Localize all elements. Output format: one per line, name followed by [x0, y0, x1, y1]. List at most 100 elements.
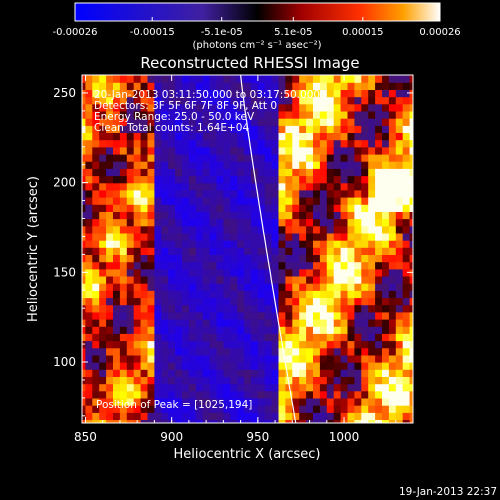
heatmap-cell: [340, 161, 349, 169]
heatmap-cell: [326, 146, 335, 155]
heatmap-cell: [230, 204, 238, 212]
heatmap-cell: [106, 347, 114, 356]
heatmap-cell: [154, 268, 162, 277]
heatmap-cell: [299, 326, 307, 334]
heatmap-cell: [299, 139, 307, 148]
heatmap-cell: [237, 268, 245, 277]
heatmap-cell: [250, 247, 259, 255]
heatmap-cell: [382, 182, 390, 191]
heatmap-cell: [347, 319, 355, 327]
heatmap-cell: [168, 304, 176, 313]
heatmap-cell: [299, 103, 307, 112]
heatmap-cell: [257, 362, 266, 370]
heatmap-cell: [333, 240, 342, 248]
heatmap-cell: [388, 96, 397, 105]
heatmap-cell: [223, 218, 231, 227]
heatmap-cell: [333, 89, 342, 98]
heatmap-cell: [92, 369, 100, 377]
heatmap-cell: [333, 390, 342, 399]
heatmap-cell: [223, 340, 231, 349]
heatmap-cell: [147, 326, 155, 334]
heatmap-cell: [257, 347, 266, 356]
heatmap-cell: [299, 297, 307, 306]
heatmap-cell: [223, 125, 231, 133]
heatmap-cell: [195, 204, 204, 212]
heatmap-cell: [402, 376, 411, 385]
heatmap-cell: [347, 390, 355, 399]
heatmap-cell: [306, 189, 314, 198]
heatmap-cell: [319, 283, 328, 291]
heatmap-cell: [395, 197, 404, 205]
heatmap-cell: [382, 197, 390, 205]
heatmap-cell: [161, 261, 169, 270]
heatmap-cell: [306, 369, 314, 377]
heatmap-cell: [147, 390, 155, 399]
heatmap-cell: [223, 204, 231, 212]
x-tick-label: 900: [160, 430, 183, 444]
heatmap-cell: [168, 110, 176, 119]
heatmap-cell: [126, 383, 135, 392]
heatmap-cell: [319, 96, 328, 105]
heatmap-cell: [223, 240, 231, 248]
heatmap-cell: [382, 268, 390, 277]
heatmap-cell: [168, 333, 176, 342]
heatmap-cell: [119, 333, 128, 342]
heatmap-cell: [202, 189, 211, 198]
heatmap-cell: [388, 254, 397, 263]
heatmap-cell: [368, 89, 376, 98]
heatmap-cell: [333, 419, 342, 423]
heatmap-cell: [161, 189, 169, 198]
heatmap-cell: [402, 297, 411, 306]
heatmap-cell: [244, 168, 252, 177]
heatmap-cell: [147, 362, 155, 370]
heatmap-cell: [237, 376, 245, 385]
heatmap-cell: [113, 362, 121, 370]
heatmap-cell: [313, 139, 321, 148]
colorbar-tick-label: -5.1e-05: [201, 27, 243, 38]
heatmap-cell: [244, 268, 252, 277]
heatmap-cell: [161, 376, 169, 385]
heatmap-cell: [368, 175, 376, 184]
heatmap-cell: [250, 139, 259, 148]
heatmap-cell: [299, 168, 307, 177]
heatmap-cell: [395, 397, 404, 406]
heatmap-cell: [92, 168, 100, 177]
heatmap-cell: [133, 326, 142, 334]
heatmap-cell: [285, 376, 293, 385]
heatmap-cell: [82, 103, 87, 112]
heatmap-cell: [175, 153, 183, 162]
heatmap-cell: [333, 82, 342, 90]
heatmap-cell: [119, 268, 128, 277]
heatmap-cell: [209, 254, 218, 263]
heatmap-cell: [382, 347, 390, 356]
heatmap-cell: [395, 319, 404, 327]
heatmap-cell: [319, 189, 328, 198]
heatmap-cell: [85, 369, 93, 377]
heatmap-cell: [195, 376, 204, 385]
heatmap-cell: [306, 362, 314, 370]
heatmap-cell: [140, 204, 149, 212]
heatmap-cell: [264, 333, 273, 342]
heatmap-cell: [223, 290, 231, 299]
heatmap-cell: [313, 189, 321, 198]
plot-frame: [81, 74, 414, 424]
heatmap-cell: [264, 347, 273, 356]
heatmap-cell: [92, 390, 100, 399]
heatmap-cell: [326, 254, 335, 263]
heatmap-cell: [209, 211, 218, 220]
heatmap-cell: [175, 326, 183, 334]
heatmap-cell: [340, 311, 349, 320]
heatmap-cell: [257, 290, 266, 299]
heatmap-cell: [299, 89, 307, 98]
heatmap-cell: [188, 383, 197, 392]
heatmap-cell: [264, 211, 273, 220]
heatmap-cell: [140, 311, 149, 320]
heatmap-cell: [230, 268, 238, 277]
heatmap-cell: [216, 347, 224, 356]
heatmap-cell: [216, 225, 224, 234]
heatmap-cell: [168, 240, 176, 248]
heatmap-cell: [340, 405, 349, 413]
heatmap-cell: [326, 333, 335, 342]
heatmap-cell: [182, 139, 190, 148]
